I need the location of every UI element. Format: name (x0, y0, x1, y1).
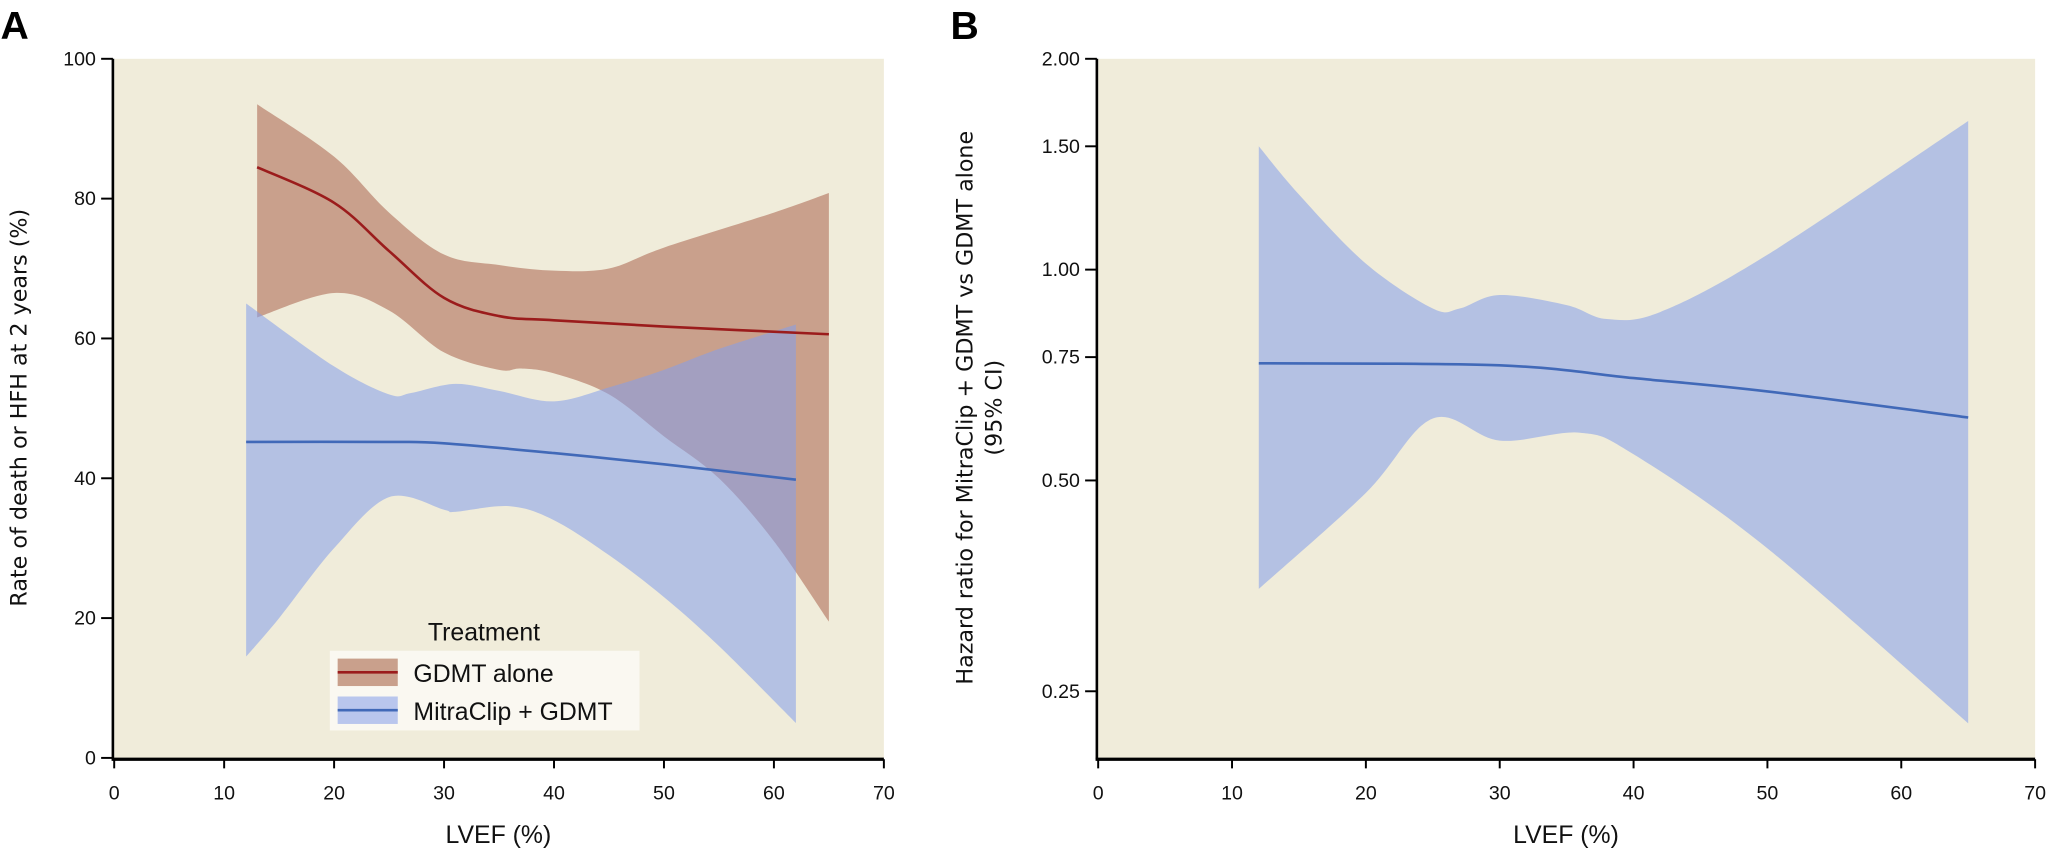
y-tick-label: 100 (63, 48, 96, 70)
y-tick-label: 0.75 (1042, 347, 1080, 369)
legend-title: Treatment (428, 619, 540, 646)
x-tick-label: 0 (1093, 783, 1104, 805)
y-tick-label: 60 (74, 328, 96, 350)
x-tick-label: 70 (873, 783, 895, 805)
x-tick-label: 50 (653, 783, 675, 805)
y-tick-label: 1.50 (1042, 136, 1080, 158)
y-tick-label: 0.50 (1042, 470, 1080, 492)
y-tick-label: 80 (74, 188, 96, 210)
legend-label-mitraclip: MitraClip + GDMT (413, 699, 612, 726)
x-tick-label: 20 (1355, 783, 1377, 805)
ci-band-gdmt-a (257, 104, 829, 622)
y-axis-label-b-line2: (95% CI) (981, 360, 1007, 456)
y-tick-label: 20 (74, 608, 96, 630)
y-tick-label: 0.25 (1042, 681, 1080, 703)
y-tick-label: 0 (85, 747, 96, 769)
y-axis-label-a: Rate of death or HFH at 2 years (%) (7, 209, 33, 607)
x-tick-label: 30 (433, 783, 455, 805)
y-tick-label: 40 (74, 468, 96, 490)
series-line-mitraclip-b (1258, 361, 1969, 419)
x-tick-label: 40 (1623, 783, 1645, 805)
panel-b: B 0 10 20 30 40 50 60 70 0.25 0.50 0.75 1.00 1.50 2.0… (951, 5, 2047, 849)
panel-a: A 0 10 20 30 40 50 60 70 0 20 40 60 80 100 Rate of de… (1, 5, 895, 849)
y-tick-label: 2.00 (1042, 48, 1080, 70)
y-axis-label-b-line1: Hazard ratio for MitraClip + GDMT vs GDM… (953, 131, 979, 685)
series-line-mitraclip-a (246, 440, 797, 481)
ci-band-mitraclip-b (1258, 121, 1969, 724)
x-tick-label: 20 (323, 783, 345, 805)
x-tick-label: 0 (109, 783, 120, 805)
legend-label-gdmt: GDMT alone (413, 661, 553, 688)
x-tick-label: 10 (1221, 783, 1243, 805)
x-axis-label-a: LVEF (%) (446, 822, 552, 849)
legend: Treatment GDMT alone MitraClip + GDMT (329, 619, 640, 731)
x-tick-label: 70 (2024, 783, 2046, 805)
x-tick-label: 60 (763, 783, 785, 805)
x-tick-label: 50 (1757, 783, 1779, 805)
panel-label-b: B (951, 5, 979, 48)
x-tick-label: 60 (1890, 783, 1912, 805)
x-tick-label: 40 (543, 783, 565, 805)
y-tick-label: 1.00 (1042, 259, 1080, 281)
panel-label-a: A (1, 5, 29, 48)
series-line-gdmt-a (256, 165, 829, 336)
x-axis-label-b: LVEF (%) (1513, 822, 1619, 849)
x-tick-label: 30 (1489, 783, 1511, 805)
x-tick-label: 10 (213, 783, 235, 805)
ci-band-mitraclip-a (246, 303, 796, 723)
